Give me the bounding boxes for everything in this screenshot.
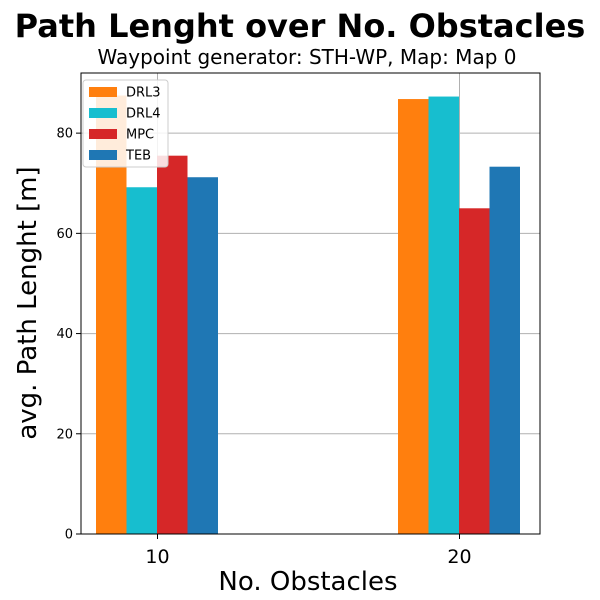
- y-tick-label: 20: [56, 427, 73, 442]
- y-tick-label: 60: [56, 227, 73, 242]
- x-tick-label: 20: [447, 546, 471, 568]
- y-tick-label: 40: [56, 327, 73, 342]
- x-axis-ticks: 10 20: [145, 534, 472, 568]
- x-axis-label: No. Obstacles: [218, 567, 397, 597]
- bar-drl3-20: [398, 99, 429, 534]
- plot-frame: [80, 72, 541, 535]
- bar-drl4-20: [428, 96, 459, 534]
- y-tick-label: 0: [65, 528, 73, 543]
- legend: DRL3 DRL4 MPC TEB: [82, 79, 169, 168]
- bar-drl4-10: [126, 187, 157, 534]
- bar-drl3-10: [96, 95, 127, 534]
- bar-mpc-10: [157, 155, 188, 534]
- legend-label-drl4: DRL4: [126, 107, 161, 122]
- bar-teb-10: [187, 177, 218, 535]
- y-axis-label: avg. Path Lenght [m]: [13, 166, 43, 439]
- chart-subtitle: Waypoint generator: STH-WP, Map: Map 0: [98, 45, 517, 69]
- bars: [96, 95, 520, 535]
- legend-box: [82, 79, 169, 168]
- bar-teb-20: [489, 166, 520, 535]
- y-tick-label: 80: [56, 127, 73, 142]
- legend-swatch-drl4: [89, 108, 117, 118]
- bar-mpc-20: [459, 208, 490, 535]
- legend-label-mpc: MPC: [126, 128, 154, 143]
- legend-swatch-mpc: [89, 129, 117, 139]
- x-tick-label: 10: [145, 546, 169, 568]
- y-axis-ticks: 0 20 40 60 80: [56, 127, 81, 543]
- legend-label-drl3: DRL3: [126, 86, 161, 101]
- legend-swatch-drl3: [89, 87, 117, 97]
- legend-label-teb: TEB: [125, 149, 151, 164]
- chart-title: Path Lenght over No. Obstacles: [15, 7, 586, 45]
- legend-swatch-teb: [89, 150, 117, 160]
